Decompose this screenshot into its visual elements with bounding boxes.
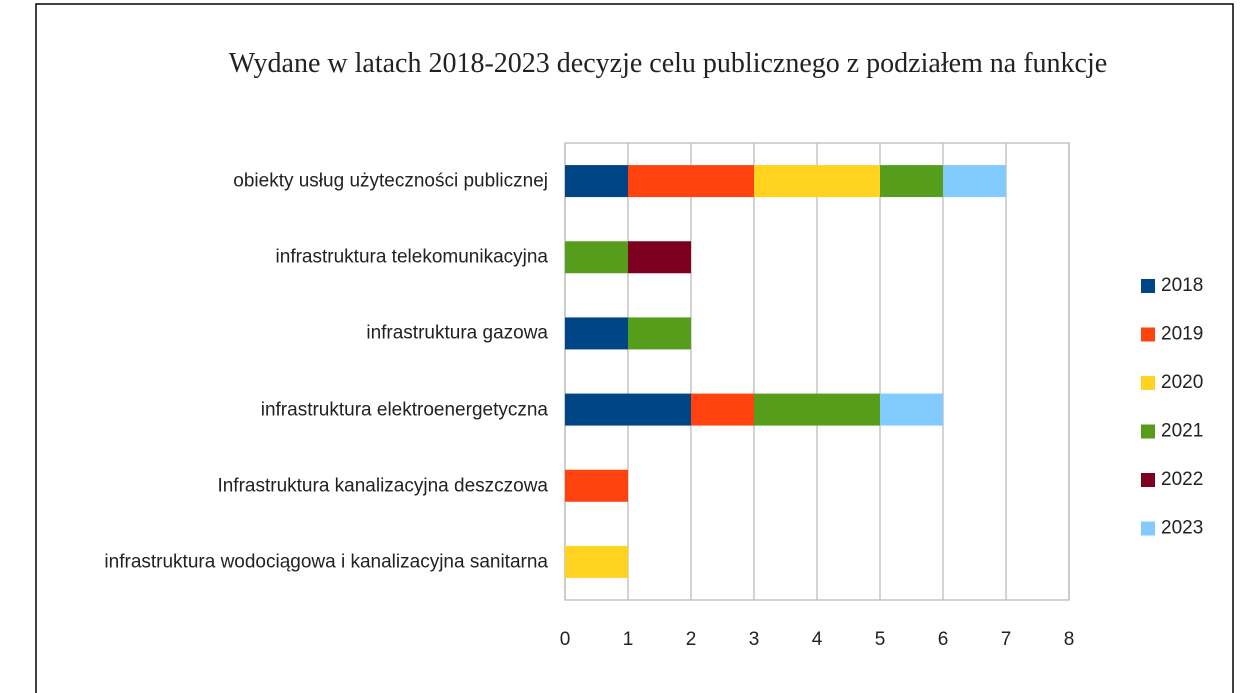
bar-segment bbox=[565, 393, 691, 426]
x-tick-label: 5 bbox=[875, 629, 886, 650]
legend-label: 2022 bbox=[1161, 469, 1203, 490]
bar-segment bbox=[691, 393, 754, 426]
bar-segment bbox=[628, 241, 691, 274]
legend-swatch bbox=[1141, 376, 1155, 390]
legend-swatch bbox=[1141, 424, 1155, 439]
frame bbox=[35, 3, 1234, 693]
chart-title: Wydane w latach 2018-2023 decyzje celu p… bbox=[228, 48, 1108, 79]
y-tick-label: infrastruktura wodociągowa i kanalizacyj… bbox=[104, 551, 548, 573]
legend-swatch bbox=[1141, 279, 1155, 293]
legend-label: 2021 bbox=[1161, 421, 1203, 442]
x-tick-label: 1 bbox=[623, 629, 634, 650]
bar-segment bbox=[628, 165, 754, 198]
x-tick-label: 7 bbox=[1001, 629, 1012, 650]
legend-swatch bbox=[1141, 473, 1155, 487]
bar-segment bbox=[628, 317, 691, 350]
legend-swatch bbox=[1141, 521, 1155, 536]
bar-segment bbox=[565, 317, 628, 350]
bar-segment bbox=[754, 165, 880, 198]
x-tick-label: 3 bbox=[749, 629, 760, 650]
y-tick-label: obiekty usług użyteczności publicznej bbox=[233, 170, 548, 192]
bar-segment bbox=[565, 165, 628, 198]
x-tick-label: 2 bbox=[686, 629, 697, 650]
bar-segment bbox=[565, 545, 628, 578]
x-tick-label: 0 bbox=[560, 629, 571, 650]
plot-border bbox=[564, 142, 1070, 601]
bar-segment bbox=[943, 165, 1006, 198]
bar-segment bbox=[880, 165, 943, 198]
bar-segment bbox=[565, 241, 628, 274]
bar-segment bbox=[754, 393, 880, 426]
legend-swatch bbox=[1141, 327, 1155, 342]
y-tick-label: infrastruktura telekomunikacyjna bbox=[275, 246, 548, 268]
bar-segment bbox=[880, 393, 943, 426]
legend-label: 2023 bbox=[1161, 518, 1203, 539]
y-tick-label: Infrastruktura kanalizacyjna deszczowa bbox=[217, 475, 548, 497]
y-tick-label: infrastruktura gazowa bbox=[366, 322, 548, 344]
legend-label: 2018 bbox=[1161, 275, 1203, 296]
x-tick-label: 8 bbox=[1064, 629, 1075, 650]
x-tick-label: 6 bbox=[938, 629, 949, 650]
y-tick-label: infrastruktura elektroenergetyczna bbox=[260, 399, 548, 421]
bar-segment bbox=[565, 469, 628, 502]
legend-label: 2019 bbox=[1161, 324, 1203, 345]
x-tick-label: 4 bbox=[812, 629, 823, 650]
legend-label: 2020 bbox=[1161, 372, 1203, 393]
